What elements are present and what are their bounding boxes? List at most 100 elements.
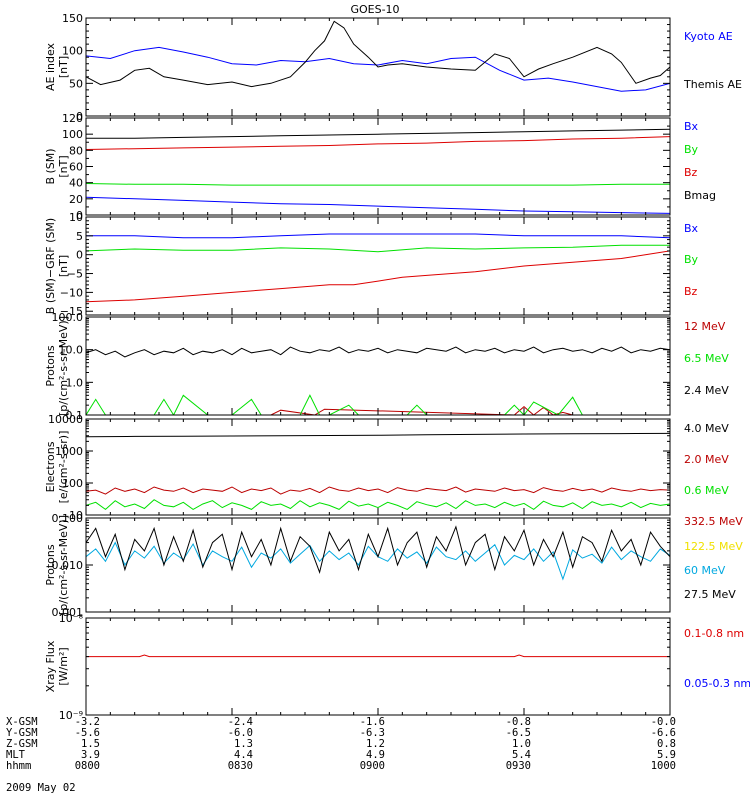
ephem-value: -2.4 <box>228 716 253 728</box>
ephem-value: 5.9 <box>657 749 676 761</box>
ephem-value: 1.5 <box>81 738 100 750</box>
ephem-value: 0900 <box>360 760 385 772</box>
legend-label-bdiff-1: By <box>684 253 699 266</box>
ephem-row-label: Z-GSM <box>6 738 38 750</box>
legend-label-xray-1: 0.05-0.3 nm <box>684 677 750 690</box>
panel-protons_high: 332.5 MeV 122.5 MeV 60 MeV 27.5 MeV 0.001 0.0… <box>44 512 743 619</box>
y-tick-label: 40 <box>69 177 83 190</box>
series-line-ae-0 <box>86 46 670 92</box>
y-axis-unit: [e/(cm²-s-sr)] <box>57 431 70 504</box>
ephem-value: -3.2 <box>75 716 100 728</box>
legend-label-b-0: Bx <box>684 120 699 133</box>
y-tick-label: 10 <box>69 509 83 522</box>
y-tick-label: 10⁻⁸ <box>59 612 84 625</box>
y-tick-label: 0.1 <box>66 409 84 422</box>
ephem-value: 1000 <box>651 760 676 772</box>
legend-label-electrons-0: 4.0 MeV <box>684 422 729 435</box>
y-tick-label: 0 <box>76 249 83 262</box>
series-line-b-2 <box>86 136 670 150</box>
figure-title: GOES-10 <box>350 3 399 16</box>
legend-label-ae-1: Themis AE <box>683 78 742 91</box>
legend-label-protons_high-0: 332.5 MeV <box>684 515 743 528</box>
y-tick-label: 10 <box>69 211 83 224</box>
y-axis-label: B (SM)−GRF (SM) <box>44 218 57 314</box>
series-line-protons_low-2 <box>86 346 670 358</box>
y-tick-label: 0 <box>76 110 83 123</box>
ephem-row-label: X-GSM <box>6 716 38 728</box>
panel-xray: 0.1-0.8 nm 0.05-0.3 nm 10⁻⁹ 10⁻⁸ Xray Flux [W… <box>44 612 750 722</box>
panel-frame <box>85 316 671 416</box>
y-axis-label: Protons <box>44 345 57 386</box>
legend-label-bdiff-2: Bz <box>684 285 698 298</box>
ephem-value: 5.4 <box>512 749 531 761</box>
legend-label-xray-0: 0.1-0.8 nm <box>684 627 744 640</box>
ephem-value: -0.0 <box>651 716 676 728</box>
y-tick-label: 100 <box>62 45 83 58</box>
series-line-bdiff-0 <box>86 233 670 239</box>
y-axis-label: AE index <box>44 42 57 91</box>
series-line-bdiff-1 <box>86 244 670 253</box>
y-tick-label: 150 <box>62 12 83 25</box>
legend-label-protons_low-1: 6.5 MeV <box>684 352 729 365</box>
legend-label-protons_low-2: 2.4 MeV <box>684 384 729 397</box>
legend-label-ae-0: Kyoto AE <box>684 30 733 43</box>
series-line-protons_low-1 <box>86 394 583 415</box>
y-axis-label: B (SM) <box>44 148 57 184</box>
y-tick-label: 10⁻⁹ <box>59 709 83 722</box>
series-line-b-0 <box>86 196 670 214</box>
y-axis-unit: [nT] <box>57 56 70 78</box>
y-tick-label: 1000 <box>55 445 83 458</box>
panel-bdiff: Bx By Bz −15 −10 −5 0 5 10 B (SM)−GRF (SM) [nT] <box>44 211 699 318</box>
ephem-value: 0830 <box>228 760 253 772</box>
y-axis-unit: [W/m²] <box>57 647 70 685</box>
panel-frame <box>85 216 671 316</box>
series-line-protons_high-2 <box>86 541 670 581</box>
ephem-value: 4.4 <box>234 749 253 761</box>
ephem-row-label: MLT <box>6 749 26 761</box>
y-tick-label: 10000 <box>48 413 83 426</box>
y-tick-label: −15 <box>60 305 83 318</box>
y-tick-label: 0.010 <box>52 559 84 572</box>
legend-label-protons_high-3: 27.5 MeV <box>684 588 736 601</box>
legend-label-b-3: Bmag <box>684 189 716 202</box>
ephem-row-label: hhmm <box>6 760 31 772</box>
y-axis-label: Electrons <box>44 441 57 492</box>
ephem-value: -0.8 <box>506 716 531 728</box>
y-tick-label: −5 <box>67 268 83 281</box>
y-tick-label: 5 <box>76 230 83 243</box>
panel-frame <box>85 517 671 613</box>
legend-label-protons_high-1: 122.5 MeV <box>684 540 743 553</box>
legend-label-protons_high-2: 60 MeV <box>684 564 726 577</box>
y-tick-label: 100 <box>62 477 83 490</box>
y-tick-label: 0.100 <box>52 512 84 525</box>
series-line-xray-0 <box>86 654 670 658</box>
ephem-value: 0800 <box>75 760 100 772</box>
y-tick-label: 60 <box>69 161 83 174</box>
series-line-electrons-0 <box>86 432 670 438</box>
panel-electrons: 4.0 MeV 2.0 MeV 0.6 MeV 10 100 1000 10000 Elect… <box>44 413 729 522</box>
y-axis-unit: [nT] <box>57 255 70 277</box>
series-line-electrons-2 <box>86 499 670 511</box>
ephem-value: -1.6 <box>360 716 385 728</box>
ephem-value: 1.0 <box>512 738 531 750</box>
y-tick-label: 100 <box>62 128 83 141</box>
y-tick-label: 1.0 <box>66 376 84 389</box>
ephem-value: 1.2 <box>366 738 385 750</box>
ephem-value: 4.9 <box>366 749 385 761</box>
legend-label-b-1: By <box>684 143 699 156</box>
legend-label-bdiff-0: Bx <box>684 222 699 235</box>
series-line-b-1 <box>86 183 670 186</box>
legend-label-electrons-1: 2.0 MeV <box>684 453 729 466</box>
y-tick-label: −10 <box>60 286 83 299</box>
ephem-value: -6.5 <box>506 727 531 739</box>
ephem-row-label: Y-GSM <box>6 727 38 739</box>
date-label: 2009 May 02 <box>6 782 76 794</box>
legend-label-protons_low-0: 12 MeV <box>684 320 726 333</box>
panel-frame <box>85 617 671 716</box>
series-line-b-3 <box>86 128 670 139</box>
panel-ae: Kyoto AE Themis AE 0 50 100 150 AE index [nT] <box>44 12 742 123</box>
